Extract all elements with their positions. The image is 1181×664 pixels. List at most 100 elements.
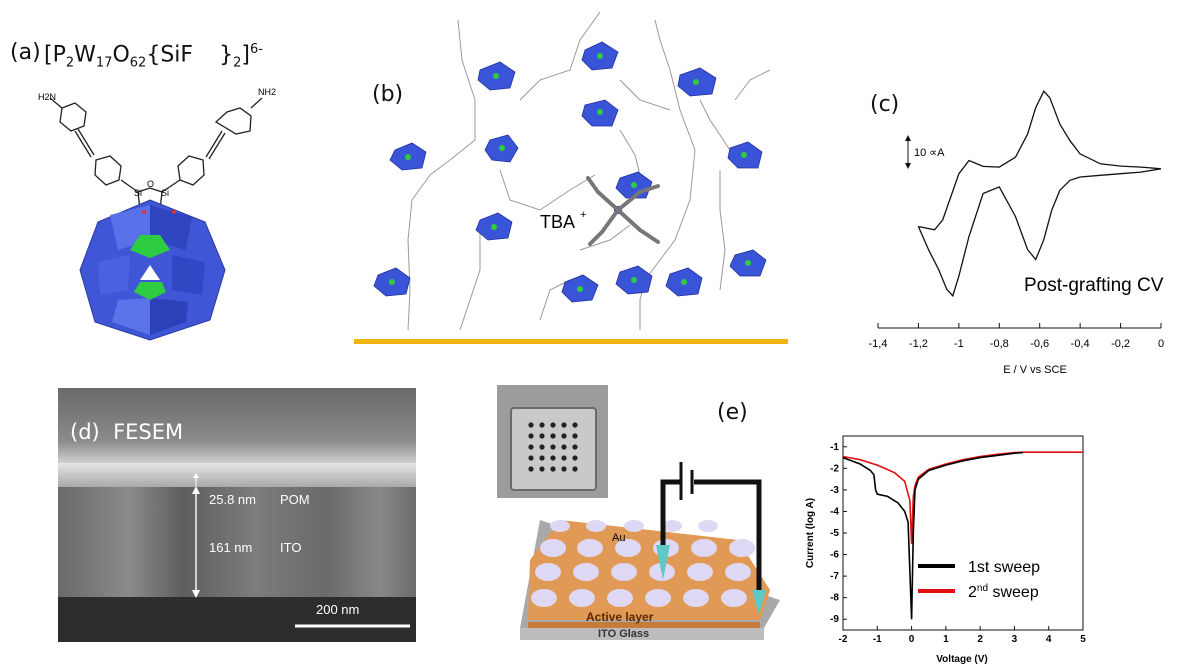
- photo-electrode-dot: [561, 466, 567, 472]
- photo-electrode-dot: [539, 466, 545, 472]
- panel-e-label: (e): [717, 400, 748, 425]
- au-electrode: [550, 520, 570, 532]
- iv-y-tick-label: -9: [830, 614, 839, 625]
- iv-x-tick-label: 3: [1012, 634, 1018, 645]
- panel-b-label: (b): [372, 82, 404, 107]
- au-electrode: [569, 589, 595, 607]
- photo-electrode-dot: [550, 422, 556, 428]
- photo-electrode-dot: [572, 444, 578, 450]
- iv-y-tick-label: -2: [830, 463, 839, 474]
- tba-label: TBA: [540, 212, 575, 232]
- cv-trace-2: [917, 168, 1162, 298]
- probe-tip-left: [656, 545, 670, 580]
- substrate-bar: [354, 339, 788, 344]
- iv-x-axis-label: Voltage (V): [936, 654, 987, 664]
- panel-a-label: (a): [10, 40, 41, 65]
- photo-electrode-dot: [528, 444, 534, 450]
- photo-electrode-dot: [539, 433, 545, 439]
- circuit-wire: [660, 479, 762, 590]
- tba-cation: [586, 176, 660, 246]
- device-photo-dots: [528, 422, 578, 472]
- iv-x-tick-label: 0: [909, 634, 915, 645]
- sem-vacuum: [58, 388, 416, 463]
- photo-electrode-dot: [528, 422, 534, 428]
- au-electrode: [721, 589, 747, 607]
- nh2-left-label: H2N: [38, 92, 56, 102]
- iv-y-tick-label: -4: [830, 506, 839, 517]
- au-electrode: [691, 539, 717, 557]
- ito-glass-label: ITO Glass: [598, 628, 649, 640]
- iv-x-tick-label: 1: [943, 634, 949, 645]
- iv-x-tick-label: -1: [873, 634, 882, 645]
- cv-x-tick-label: 0: [1158, 338, 1164, 350]
- au-electrode: [725, 563, 751, 581]
- iv-trace-sweep2: [842, 451, 1083, 544]
- cv-x-tick-label: -1,4: [869, 338, 888, 350]
- photo-electrode-dot: [550, 444, 556, 450]
- sem-pom-layer: [58, 463, 416, 487]
- photo-electrode-dot: [528, 466, 534, 472]
- ito-thickness: 161 nm: [209, 540, 253, 555]
- legend-label-sweep1: 1st sweep: [968, 559, 1040, 576]
- au-electrode: [573, 563, 599, 581]
- panel-c-label: (c): [870, 92, 900, 117]
- panel-c: (c) 10 ∝A Post-grafting CV -1,4 -1,2 -1 -0,…: [830, 0, 1181, 380]
- au-electrode: [535, 563, 561, 581]
- sem-annotations: [192, 473, 410, 628]
- sem-glass-layer: [58, 597, 416, 642]
- photo-electrode-dot: [550, 455, 556, 461]
- photo-electrode-dot: [561, 422, 567, 428]
- au-electrode: [607, 589, 633, 607]
- au-label: Au: [612, 532, 625, 544]
- pom-layer-label: POM: [280, 492, 310, 507]
- au-electrode: [683, 589, 709, 607]
- au-electrode: [577, 539, 603, 557]
- iv-y-tick-label: -1: [830, 442, 839, 453]
- photo-electrode-dot: [550, 433, 556, 439]
- au-electrode: [586, 520, 606, 532]
- o-label: O: [147, 179, 154, 189]
- iv-axes: -2 -1 0 1 2 3 4 5 -1 -2 -3 -4 -5 -6 -7 -8 -9: [830, 442, 1086, 645]
- photo-electrode-dot: [561, 444, 567, 450]
- au-electrode: [611, 563, 637, 581]
- iv-y-tick-label: -3: [830, 485, 839, 496]
- pom-network-drawing: TBA +: [354, 11, 788, 344]
- au-electrode: [615, 539, 641, 557]
- scale-bar-arrow-down: [905, 163, 911, 169]
- iv-plot-area: [842, 451, 1083, 620]
- photo-electrode-dot: [561, 433, 567, 439]
- cv-x-tick-label: -0,2: [1111, 338, 1130, 350]
- au-electrode: [698, 520, 718, 532]
- panel-a: (a) [P2W17O62{SiF}2]6- H2N NH2 Si O Si: [0, 0, 300, 360]
- pom-polyhedra: [79, 199, 226, 341]
- iv-x-tick-label: 4: [1046, 634, 1052, 645]
- active-layer-label: Active layer: [586, 610, 654, 624]
- iv-y-axis-label: Current (log A): [805, 498, 816, 568]
- probe-tip-right: [752, 590, 766, 615]
- legend-label-sweep2: 2nd sweep: [968, 583, 1039, 601]
- device-photo: [497, 385, 608, 498]
- pom-thickness: 25.8 nm: [209, 492, 256, 507]
- photo-electrode-dot: [539, 422, 545, 428]
- nh2-right-label: NH2: [258, 87, 276, 97]
- scale-bar-label: 10 ∝A: [914, 147, 945, 159]
- photo-electrode-dot: [572, 433, 578, 439]
- au-electrode: [687, 563, 713, 581]
- cv-trace-1: [918, 90, 1162, 231]
- sem-image: (d) FESEM 25.8 nm POM 161 nm ITO 200 nm: [58, 388, 416, 642]
- panel-d-label: (d) FESEM: [70, 420, 184, 444]
- photo-electrode-dot: [561, 455, 567, 461]
- iv-y-tick-label: -7: [830, 571, 839, 582]
- au-electrode: [531, 589, 557, 607]
- pom-structure-drawing: H2N NH2 Si O Si: [38, 87, 276, 341]
- photo-electrode-dot: [572, 422, 578, 428]
- panel-b: (b): [340, 0, 810, 360]
- iv-x-tick-label: 5: [1080, 634, 1086, 645]
- si-right-label: Si: [161, 188, 169, 198]
- cv-x-axis-label: E / V vs SCE: [1003, 364, 1067, 376]
- photo-electrode-dot: [550, 466, 556, 472]
- photo-electrode-dot: [572, 455, 578, 461]
- device-photo-chip: [510, 407, 597, 491]
